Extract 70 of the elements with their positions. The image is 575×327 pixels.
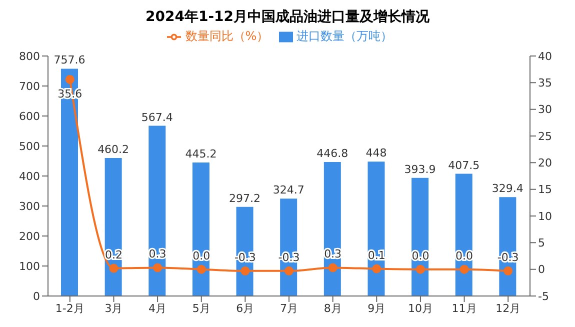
data-label: 567.4	[141, 110, 173, 124]
y-tick-label: 400	[19, 170, 40, 183]
x-tick-label: 12月	[496, 302, 521, 315]
y2-tick-label: -5	[538, 290, 549, 303]
data-label: 446.8	[316, 146, 348, 160]
y-tick-label: 0	[33, 290, 40, 303]
x-tick-label: 7月	[280, 302, 298, 315]
y-tick-label: 500	[19, 140, 40, 153]
y2-tick-label: 30	[538, 103, 552, 116]
y2-tick-label: 25	[538, 130, 552, 143]
data-label: 0.3	[148, 248, 166, 261]
data-label: 0.0	[456, 249, 474, 262]
y-tick-label: 600	[19, 110, 40, 123]
point	[240, 266, 250, 276]
x-tick-label: 9月	[368, 302, 386, 315]
point	[504, 266, 513, 276]
x-tick-label: 4月	[148, 302, 167, 315]
y2-tick-label: 0	[538, 263, 545, 276]
y-tick-label: 100	[19, 260, 40, 273]
bar	[192, 162, 210, 296]
point	[196, 264, 206, 274]
data-label: 297.2	[229, 192, 261, 205]
y2-tick-label: 20	[538, 156, 552, 170]
x-tick-label: 3月	[104, 302, 123, 315]
data-label: 0.0	[192, 249, 210, 262]
x-tick-label: 11月	[452, 302, 477, 315]
data-label: 393.9	[404, 162, 436, 176]
bar	[499, 197, 516, 296]
y2-tick-label: 35	[538, 76, 552, 90]
point	[328, 263, 338, 272]
bar	[368, 162, 385, 296]
bar	[104, 158, 122, 296]
point	[109, 264, 118, 273]
data-label: 407.5	[448, 158, 480, 172]
legend-label: 进口数量（万吨）	[296, 29, 393, 43]
data-label: 0.0	[412, 249, 430, 262]
bar	[148, 126, 166, 296]
data-label: 329.4	[492, 182, 524, 196]
data-label: 448	[366, 146, 387, 160]
data-label: 460.2	[98, 142, 130, 156]
bar	[324, 162, 341, 296]
y-tick-label: 200	[19, 230, 40, 243]
y-tick-label: 300	[19, 200, 40, 213]
y-tick-label: 700	[19, 80, 40, 93]
data-label: 0.1	[368, 248, 386, 262]
data-label: 0.3	[324, 248, 342, 261]
x-tick-label: 5月	[192, 302, 210, 315]
y2-tick-label: 5	[538, 236, 545, 250]
y-tick-label: 800	[19, 50, 40, 63]
point	[416, 264, 425, 274]
x-tick-label: 8月	[324, 302, 342, 315]
point	[153, 263, 162, 272]
data-label: 445.2	[185, 147, 217, 160]
x-tick-label: 6月	[236, 302, 254, 315]
point	[65, 74, 74, 84]
y2-tick-label: 10	[538, 210, 552, 223]
point	[372, 264, 382, 274]
point	[460, 264, 469, 274]
x-tick-label: 1-2月	[55, 302, 84, 315]
x-tick-label: 10月	[408, 302, 433, 315]
bar	[412, 178, 429, 296]
y2-tick-label: 15	[538, 183, 552, 196]
data-label: 0.2	[104, 248, 122, 262]
point	[284, 266, 294, 276]
chart-title: 2024年1-12月中国成品油进口量及增长情况	[144, 8, 430, 27]
data-label: 757.6	[54, 54, 86, 67]
y2-tick-label: 40	[538, 50, 552, 63]
legend-label: 数量同比（%）	[185, 29, 269, 43]
bar	[455, 174, 472, 296]
data-label: 324.7	[272, 184, 304, 197]
